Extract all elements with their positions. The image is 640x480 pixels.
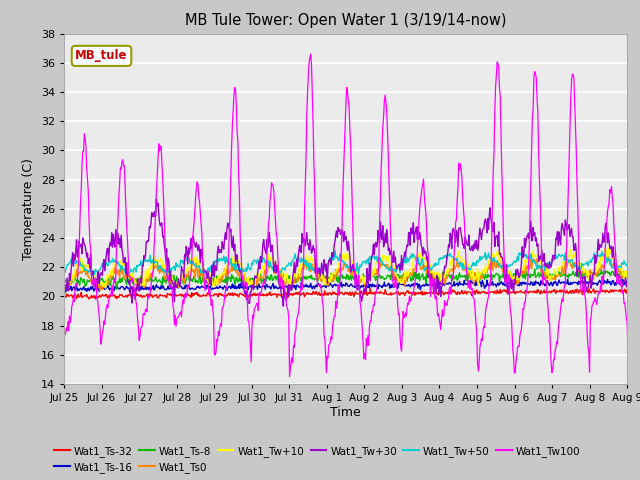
Line: Wat1_Tw+50: Wat1_Tw+50 bbox=[64, 251, 640, 276]
Line: Wat1_Ts-16: Wat1_Ts-16 bbox=[64, 277, 640, 292]
Wat1_Ts-8 bbox=[461, 272, 469, 278]
Wat1_Tw+50 bbox=[331, 248, 339, 253]
Wat1_Ts0 bbox=[294, 278, 302, 284]
Wat1_Tw100 bbox=[285, 374, 293, 380]
Wat1_Ts-16 bbox=[126, 289, 134, 295]
Wat1_Tw+30 bbox=[462, 237, 470, 243]
Title: MB Tule Tower: Open Water 1 (3/19/14-now): MB Tule Tower: Open Water 1 (3/19/14-now… bbox=[185, 13, 506, 28]
Wat1_Ts0 bbox=[242, 279, 250, 285]
Wat1_Ts-16 bbox=[60, 288, 68, 293]
Wat1_Tw+30 bbox=[242, 288, 250, 294]
Wat1_Tw+30 bbox=[131, 291, 138, 297]
Line: Wat1_Tw+30: Wat1_Tw+30 bbox=[64, 199, 640, 306]
Wat1_Tw+30 bbox=[295, 247, 303, 252]
Wat1_Tw+50 bbox=[294, 252, 302, 258]
Wat1_Tw+50 bbox=[242, 265, 250, 271]
Wat1_Ts0 bbox=[461, 263, 469, 268]
Wat1_Ts-16 bbox=[461, 281, 469, 287]
Wat1_Ts0 bbox=[93, 290, 100, 296]
Wat1_Tw100 bbox=[428, 282, 436, 288]
Wat1_Ts-8 bbox=[60, 277, 68, 283]
Wat1_Ts-8 bbox=[242, 277, 250, 283]
Wat1_Ts0 bbox=[271, 270, 279, 276]
Wat1_Ts-32 bbox=[131, 290, 139, 296]
Line: Wat1_Ts-8: Wat1_Ts-8 bbox=[64, 269, 640, 289]
Wat1_Tw+30 bbox=[271, 258, 279, 264]
Wat1_Tw+10 bbox=[131, 277, 138, 283]
Wat1_Tw+50 bbox=[203, 273, 211, 278]
Wat1_Ts-16 bbox=[131, 287, 139, 293]
Wat1_Tw+10 bbox=[271, 259, 278, 264]
Wat1_Tw100 bbox=[462, 255, 470, 261]
Wat1_Tw+50 bbox=[271, 267, 279, 273]
Legend: Wat1_Ts-32, Wat1_Ts-16, Wat1_Ts-8, Wat1_Ts0, Wat1_Tw+10, Wat1_Tw+30, Wat1_Tw+50,: Wat1_Ts-32, Wat1_Ts-16, Wat1_Ts-8, Wat1_… bbox=[50, 442, 585, 477]
Line: Wat1_Tw100: Wat1_Tw100 bbox=[64, 54, 640, 377]
Wat1_Ts-16 bbox=[294, 283, 302, 288]
Wat1_Ts-8 bbox=[428, 271, 435, 276]
Wat1_Ts-32 bbox=[461, 288, 469, 294]
Wat1_Ts0 bbox=[131, 281, 139, 287]
Wat1_Ts-8 bbox=[294, 274, 302, 279]
Wat1_Tw+10 bbox=[427, 262, 435, 268]
Wat1_Ts-32 bbox=[60, 294, 68, 300]
Wat1_Tw+10 bbox=[241, 271, 249, 277]
Wat1_Tw100 bbox=[294, 311, 302, 317]
Wat1_Ts-16 bbox=[242, 286, 250, 291]
Wat1_Tw+10 bbox=[460, 259, 468, 264]
Wat1_Tw+50 bbox=[131, 265, 138, 271]
Wat1_Tw100 bbox=[241, 283, 249, 289]
Wat1_Tw+10 bbox=[60, 288, 68, 294]
Wat1_Tw100 bbox=[131, 288, 138, 293]
Wat1_Tw+30 bbox=[280, 303, 287, 309]
Wat1_Tw+50 bbox=[60, 263, 68, 269]
Wat1_Ts-32 bbox=[85, 296, 93, 302]
Line: Wat1_Ts0: Wat1_Ts0 bbox=[64, 255, 640, 293]
Wat1_Tw+50 bbox=[462, 265, 470, 271]
Line: Wat1_Ts-32: Wat1_Ts-32 bbox=[64, 288, 640, 299]
Wat1_Ts0 bbox=[60, 285, 68, 290]
Wat1_Tw+30 bbox=[152, 196, 160, 202]
Wat1_Ts-8 bbox=[271, 274, 279, 279]
Wat1_Ts-16 bbox=[428, 282, 435, 288]
Wat1_Tw+10 bbox=[294, 270, 301, 276]
Line: Wat1_Tw+10: Wat1_Tw+10 bbox=[64, 247, 640, 291]
Wat1_Ts-32 bbox=[294, 290, 302, 296]
Wat1_Tw+30 bbox=[60, 297, 68, 302]
Wat1_Ts-32 bbox=[428, 289, 435, 295]
Wat1_Ts-8 bbox=[131, 276, 139, 282]
Wat1_Ts-8 bbox=[113, 287, 120, 292]
Wat1_Tw+50 bbox=[428, 265, 436, 271]
Wat1_Ts-16 bbox=[271, 285, 279, 291]
Wat1_Tw+30 bbox=[428, 280, 436, 286]
Text: MB_tule: MB_tule bbox=[76, 49, 128, 62]
Wat1_Ts-32 bbox=[242, 293, 250, 299]
Wat1_Ts0 bbox=[428, 273, 435, 278]
X-axis label: Time: Time bbox=[330, 406, 361, 419]
Wat1_Ts-8 bbox=[531, 266, 539, 272]
Wat1_Tw100 bbox=[307, 51, 315, 57]
Wat1_Tw100 bbox=[60, 337, 68, 343]
Y-axis label: Temperature (C): Temperature (C) bbox=[22, 158, 35, 260]
Wat1_Tw100 bbox=[271, 203, 278, 209]
Wat1_Ts-32 bbox=[271, 291, 279, 297]
